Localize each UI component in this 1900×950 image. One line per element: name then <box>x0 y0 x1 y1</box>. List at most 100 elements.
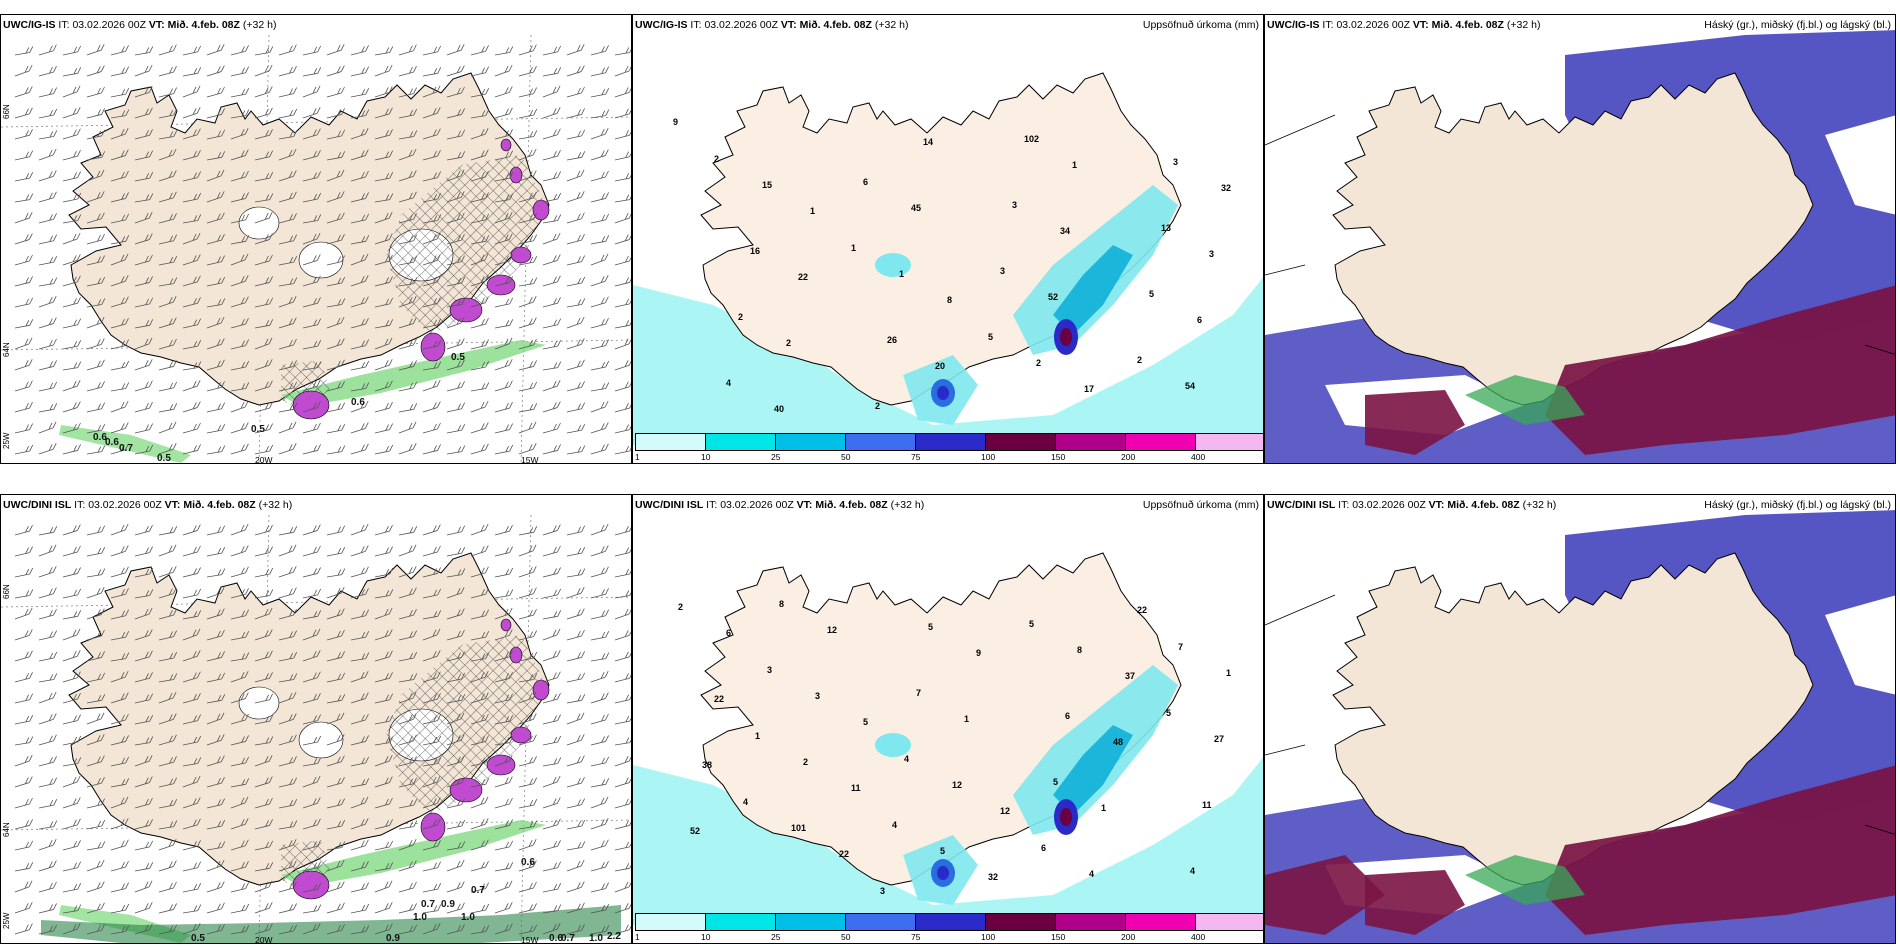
wind-barb <box>422 379 441 392</box>
precip-value-label: 5 <box>1149 289 1154 299</box>
wind-barb <box>38 170 57 182</box>
wind-barb <box>350 630 370 641</box>
wind-barb <box>398 587 417 599</box>
wind-barb <box>14 401 33 413</box>
wind-barb <box>278 87 297 98</box>
wind-barb <box>110 127 129 140</box>
wind-barb <box>38 277 58 287</box>
precip-blob <box>510 246 532 264</box>
wind-barb <box>614 673 631 683</box>
wind-barb <box>374 211 393 224</box>
wind-barb <box>350 66 369 77</box>
wind-barb <box>326 859 345 872</box>
wind-barb <box>38 44 57 56</box>
wind-barb <box>614 424 631 434</box>
wind-barb <box>518 777 537 788</box>
wind-barb <box>590 443 609 455</box>
wind-barb <box>302 444 321 455</box>
wind-barb <box>446 651 465 662</box>
wind-barb <box>518 148 537 161</box>
wind-barb <box>518 277 538 287</box>
wind-barb <box>254 546 273 557</box>
wind-barb <box>86 65 105 77</box>
wind-barb <box>398 148 417 161</box>
wind-barb <box>158 443 177 455</box>
wind-barb <box>302 797 321 809</box>
precip-value-label: 27 <box>1214 734 1224 744</box>
wind-barb <box>494 254 513 266</box>
wind-barb <box>134 672 153 683</box>
wind-barb <box>398 881 417 893</box>
precip-value-label: 1.0 <box>413 912 427 923</box>
boundary-line <box>1864 344 1895 355</box>
wind-barb <box>374 923 393 935</box>
precip-value-label: 26 <box>887 335 897 345</box>
precip-value-label: 3 <box>1012 200 1017 210</box>
wind-barb <box>62 192 82 203</box>
precip-value-label: 2 <box>803 757 808 767</box>
wind-barb <box>398 130 418 140</box>
wind-barb <box>422 232 441 245</box>
wind-barb <box>182 735 202 746</box>
wind-barb <box>278 881 297 893</box>
wind-barb <box>422 757 442 767</box>
wind-barb <box>446 608 465 620</box>
wind-barb <box>566 755 585 767</box>
wind-barb <box>110 149 129 161</box>
wind-barb <box>350 925 370 935</box>
wind-barb <box>62 444 81 455</box>
wind-barb <box>206 316 225 329</box>
wind-barb <box>470 566 489 578</box>
wind-barb <box>326 902 345 914</box>
wind-barb <box>110 296 129 308</box>
lat-label-66n: 66N <box>2 104 11 119</box>
wind-barb <box>254 754 273 767</box>
precip-value-label: 8 <box>1077 645 1082 655</box>
wind-barb <box>230 860 249 872</box>
wind-barb <box>278 820 298 830</box>
precip-value-label: 22 <box>1137 605 1147 615</box>
wind-barb <box>230 400 249 413</box>
wind-barb <box>206 151 226 161</box>
wind-barb <box>566 672 586 683</box>
wind-barb <box>446 819 466 830</box>
wind-barb <box>518 317 537 329</box>
wind-barb <box>494 150 513 161</box>
wind-barb <box>590 630 610 641</box>
wind-barb <box>278 630 297 641</box>
wind-barb <box>326 672 346 683</box>
wind-barb <box>326 86 345 98</box>
wind-barb <box>254 567 274 578</box>
wind-barb <box>110 170 129 182</box>
wind-barb <box>62 797 81 809</box>
precip-area <box>875 253 911 277</box>
wind-barb <box>446 338 465 350</box>
wind-barb <box>470 609 489 620</box>
wind-barb <box>254 380 273 392</box>
precip-value-label: 4 <box>904 754 909 764</box>
wind-barb <box>494 233 513 245</box>
wind-barb <box>350 382 370 392</box>
precip-value-label: 3 <box>815 691 820 701</box>
wind-barb <box>446 108 465 119</box>
wind-barb <box>422 422 441 434</box>
wind-barb <box>494 380 513 392</box>
wind-barb <box>230 882 249 893</box>
wind-barb <box>398 255 418 266</box>
wind-barb <box>446 672 466 683</box>
wind-barb <box>86 276 106 287</box>
wind-barb <box>422 254 441 266</box>
wind-barb <box>38 87 57 98</box>
wind-barb <box>206 924 225 935</box>
wind-barb <box>422 904 442 914</box>
precip-value-label: 3 <box>880 886 885 896</box>
wind-barb <box>422 171 441 182</box>
precip-blob <box>449 297 483 323</box>
wind-barb <box>134 797 153 809</box>
wind-barb <box>230 545 249 557</box>
wind-barb <box>134 297 154 308</box>
wind-barb <box>590 66 609 77</box>
wind-barb <box>182 861 201 872</box>
wind-barb <box>14 902 33 914</box>
wind-barb <box>446 255 465 266</box>
